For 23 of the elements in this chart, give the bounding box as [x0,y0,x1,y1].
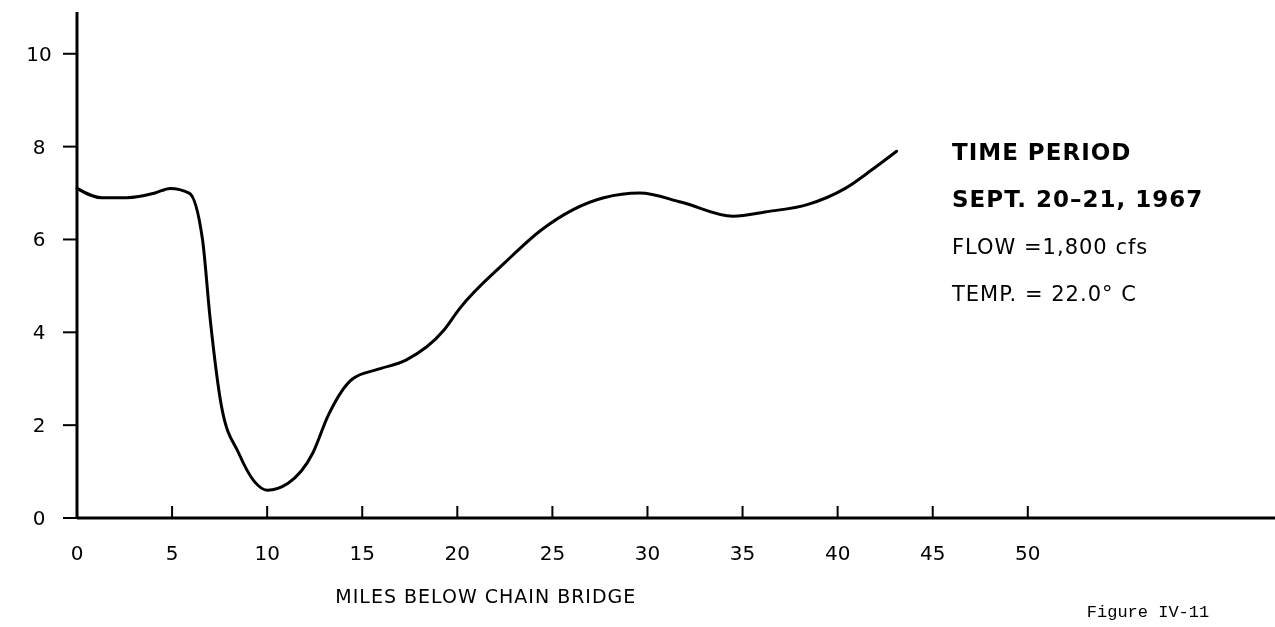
x-tick-label: 20 [444,541,471,565]
annotation: FLOW =1,800 cfs [952,235,1149,259]
x-tick-label: 0 [70,541,84,565]
x-tick-label: 5 [165,541,179,565]
y-tick-label: 4 [32,320,46,345]
x-tick-label: 35 [729,541,756,565]
y-tick-label: 6 [32,227,46,252]
x-tick-label: 10 [254,541,280,565]
x-tick-label: 15 [349,541,375,565]
y-tick-label: 2 [32,413,46,438]
x-tick-label: 45 [919,541,946,565]
x-tick-label: 25 [539,541,566,565]
x-axis-title: MILES BELOW CHAIN BRIDGE [335,585,637,607]
x-tick-label: 30 [634,541,661,565]
annotation: TEMP. = 22.0° C [951,282,1137,306]
annotation: SEPT. 20–21, 1967 [952,186,1204,212]
text: Figure IV-11 [1086,603,1210,622]
y-tick-label: 8 [32,134,46,159]
y-tick-label: 10 [26,41,52,66]
x-tick-label: 50 [1015,541,1041,565]
y-tick-label: 0 [32,506,46,530]
annotation: TIME PERIOD [952,139,1132,165]
x-tick-label: 40 [824,541,851,565]
